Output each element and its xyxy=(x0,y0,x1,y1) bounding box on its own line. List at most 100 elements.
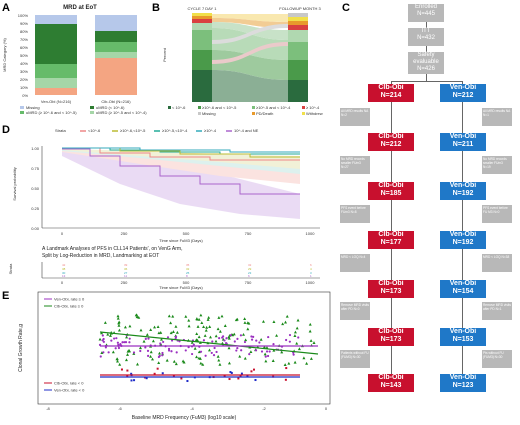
scatter-point xyxy=(297,347,301,351)
scatter-point xyxy=(264,359,268,363)
scatter-point xyxy=(99,355,102,358)
scatter-point xyxy=(234,318,238,322)
left-note-2: No MRD records smaller FUm3 N=27 xyxy=(340,156,370,174)
scatter-point xyxy=(113,337,116,340)
scatter-point xyxy=(272,348,276,352)
scatter-point xyxy=(127,348,131,352)
left-note-3: PFS event before FUm3 N=8 xyxy=(340,205,370,223)
panel-b-col1: CYCLE 7 DAY 1 xyxy=(188,6,218,11)
svg-text:500: 500 xyxy=(183,231,190,236)
scatter-point xyxy=(250,338,254,341)
legend-umrd-1e5-1e4: uMRD (≥ 10^-5 and < 10^-4) xyxy=(96,110,147,115)
strata-4: 10^-4 and NE xyxy=(234,128,259,133)
scatter-point xyxy=(240,349,243,352)
scatter-point xyxy=(292,353,295,356)
scatter-point xyxy=(214,334,218,338)
scatter-point xyxy=(204,328,208,332)
box-clb-2: Clb-Obi N=212 xyxy=(368,133,414,151)
svg-text:1000: 1000 xyxy=(306,231,316,236)
ytick: 40% xyxy=(20,61,28,66)
scatter-point xyxy=(165,358,169,362)
scatter-point xyxy=(106,332,110,336)
scatter-point xyxy=(248,353,251,356)
scatter-point xyxy=(308,329,312,333)
scatter-point xyxy=(247,321,251,325)
svg-text:0.75: 0.75 xyxy=(31,166,40,171)
svg-text:27: 27 xyxy=(124,271,128,275)
svg-text:6: 6 xyxy=(248,274,250,278)
scatter-point xyxy=(240,372,243,375)
scatter-point xyxy=(237,377,240,380)
scatter-point xyxy=(159,342,162,345)
scatter-point xyxy=(100,351,104,355)
scatter-point xyxy=(187,318,191,322)
scatter-point xyxy=(128,324,132,328)
scatter-point xyxy=(243,356,247,360)
scatter-point xyxy=(252,368,255,371)
legend-b-2: ≥10^-5 and < 10^-4 xyxy=(256,105,291,110)
scatter-point xyxy=(235,349,238,352)
scatter-point xyxy=(214,339,218,343)
scatter-point xyxy=(285,367,288,370)
box-enrolled: Enrolled N=445 xyxy=(408,4,444,22)
box-ven-5: Ven-Obi N=154 xyxy=(440,280,486,298)
scatter-point xyxy=(272,343,275,346)
scatter-point xyxy=(156,325,160,329)
legend-umrd-1e6-1e5: uMRD (≥ 10^-6 and < 10^-5) xyxy=(26,110,77,115)
svg-text:-6: -6 xyxy=(118,406,122,411)
scatter-point xyxy=(171,314,175,318)
svg-text:750: 750 xyxy=(245,280,252,285)
scatter-point xyxy=(258,341,261,344)
scatter-point xyxy=(212,354,216,357)
scatter-point xyxy=(308,322,312,326)
svg-text:Ven-Obi, rate ≥ 0: Ven-Obi, rate ≥ 0 xyxy=(54,297,85,302)
scatter-point xyxy=(116,314,120,318)
panel-d-ylabel: Survival probability xyxy=(12,167,17,201)
scatter-point xyxy=(223,374,226,377)
scatter-point xyxy=(225,337,228,340)
scatter-point xyxy=(295,326,299,330)
bar-label-clb: Clb-Obi (N=216) xyxy=(101,99,131,104)
scatter-point xyxy=(293,334,297,337)
scatter-point xyxy=(233,340,236,343)
svg-text:8: 8 xyxy=(186,274,188,278)
svg-text:0: 0 xyxy=(61,280,64,285)
svg-text:38: 38 xyxy=(62,267,66,271)
scatter-point xyxy=(161,351,164,355)
panel-b-ylabel: Percent xyxy=(162,47,167,62)
scatter-point xyxy=(167,314,171,318)
scatter-point xyxy=(159,331,163,334)
scatter-point xyxy=(297,336,300,339)
scatter-point xyxy=(265,350,269,353)
risk-xlabel: Time since FuM3 (Days) xyxy=(159,285,203,290)
segment-other xyxy=(35,88,77,95)
scatter-point xyxy=(167,347,171,350)
scatter-point xyxy=(288,340,291,343)
svg-text:0: 0 xyxy=(61,231,64,236)
scatter-point xyxy=(117,346,121,350)
svg-text:250: 250 xyxy=(121,280,128,285)
panel-c-flowchart: Enrolled N=445 ITT N=432 Safety evaluable N… xyxy=(340,0,520,425)
scatter-point xyxy=(190,340,194,344)
panel-a-chart: MRD at EoT MRD Category (%) 100% 90% 80%… xyxy=(2,5,147,115)
scatter-point xyxy=(174,324,178,328)
scatter-point xyxy=(220,314,224,318)
svg-text:Clb-Obi, rate < 0: Clb-Obi, rate < 0 xyxy=(54,381,84,386)
scatter-point xyxy=(128,341,131,344)
box-ven-4: Ven-Obi N=192 xyxy=(440,231,486,249)
scatter-point xyxy=(180,377,183,380)
scatter-point xyxy=(114,347,117,350)
scatter-point xyxy=(200,321,204,325)
scatter-point xyxy=(116,359,120,363)
scatter-point xyxy=(187,324,191,328)
legend-b-0: < 10^-6 xyxy=(172,105,186,110)
scatter-point xyxy=(135,362,139,366)
panel-e-points xyxy=(98,313,316,383)
scatter-point xyxy=(264,355,267,358)
box-itt: ITT N=432 xyxy=(408,28,444,46)
panel-a-legend: Missing uMRD (≥ 10^-6 and < 10^-5) uMRD … xyxy=(20,105,147,115)
scatter-point xyxy=(157,355,160,359)
scatter-point xyxy=(217,316,221,319)
scatter-point xyxy=(135,313,139,317)
scatter-point xyxy=(288,333,292,337)
